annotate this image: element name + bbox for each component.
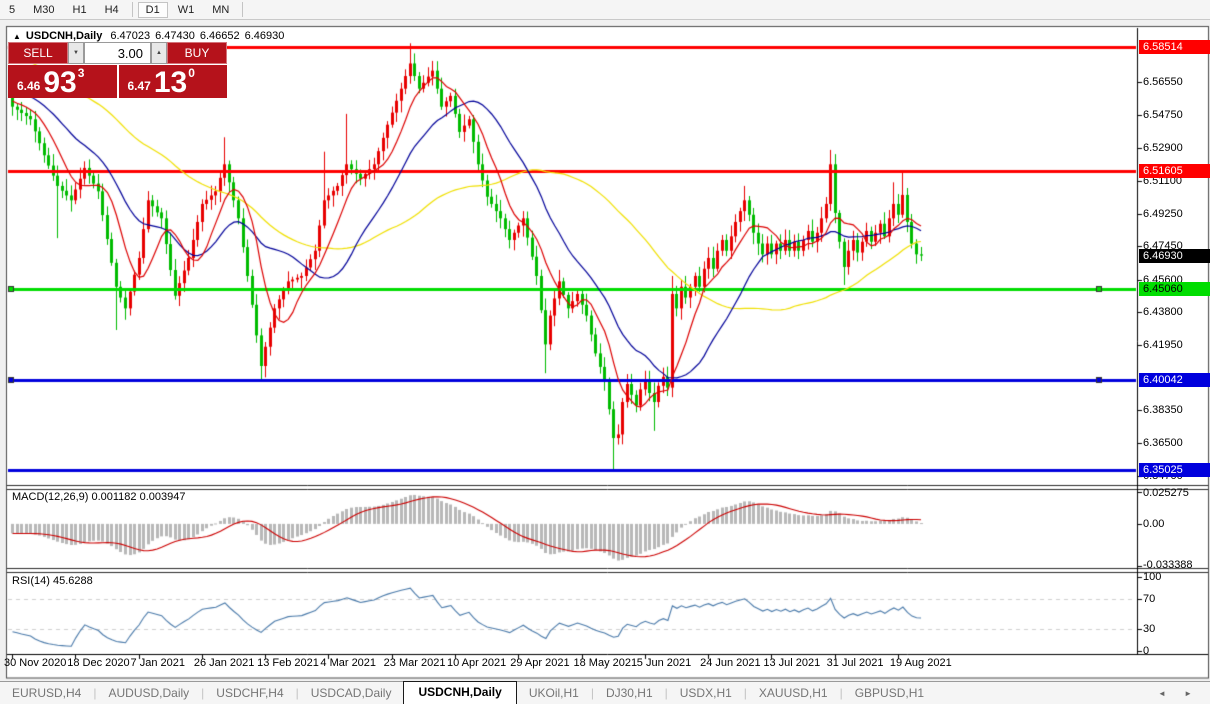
toolbar-separator — [242, 2, 244, 17]
date-axis-label: 19 Aug 2021 — [889, 657, 952, 669]
tab-scroll-arrows[interactable]: ◄ ► — [1157, 689, 1200, 698]
tab-separator: | — [590, 686, 594, 700]
volume-input[interactable]: 3.00 — [84, 42, 151, 64]
rsi-indicator-label: RSI(14) 45.6288 — [12, 575, 93, 587]
symbol-tab-usdcad[interactable]: USDCAD,Daily — [310, 686, 392, 700]
macd-axis-zero-label: 0.00 — [1143, 517, 1165, 530]
date-axis-label: 4 Mar 2021 — [320, 657, 377, 669]
symbol-tab-eurusd[interactable]: EURUSD,H4 — [12, 686, 82, 700]
date-axis-label: 29 Apr 2021 — [510, 657, 570, 669]
sell-button[interactable]: SELL — [8, 42, 68, 64]
date-axis-label: 13 Jul 2021 — [763, 657, 821, 669]
buy-button[interactable]: BUY — [167, 42, 227, 64]
macd-indicator-label: MACD(12,26,9) 0.001182 0.003947 — [12, 491, 186, 503]
price-axis-tick-label: 6.56550 — [1143, 76, 1183, 89]
date-axis-label: 24 Jun 2021 — [700, 657, 761, 669]
macd-axis-max-label: 0.025275 — [1143, 487, 1189, 499]
symbol-tab-dj30[interactable]: DJ30,H1 — [605, 686, 653, 700]
symbol-tab-xauusd[interactable]: XAUUSD,H1 — [758, 686, 828, 700]
toolbar-separator — [131, 2, 133, 17]
price-level-badge: 6.58514 — [1139, 40, 1210, 54]
date-axis-label: 7 Jan 2021 — [130, 657, 185, 669]
sell-price-point: 3 — [77, 66, 85, 80]
date-axis-label: 23 Mar 2021 — [383, 657, 446, 669]
symbol-tab-ukoil[interactable]: UKOil,H1 — [528, 686, 579, 700]
chart-title: ▲ USDCNH,Daily 6.47023 6.47430 6.46652 6.4693… — [13, 30, 289, 42]
sell-price-pips: 93 — [43, 66, 77, 99]
timeframe-button-mn[interactable]: MN — [212, 3, 230, 16]
price-axis-tick-label: 6.41950 — [1143, 339, 1183, 352]
quote-open: 6.47023 — [110, 30, 151, 42]
collapse-triangle-icon[interactable]: ▲ — [13, 32, 21, 41]
date-axis-label: 13 Feb 2021 — [257, 657, 319, 669]
price-axis-tick-label: 6.43800 — [1143, 305, 1183, 318]
tab-separator: | — [295, 686, 299, 700]
quote-high: 6.47430 — [155, 30, 195, 42]
chevron-up-icon: ▲ — [156, 50, 162, 56]
date-axis-label: 18 Dec 2020 — [67, 657, 130, 669]
tab-separator: | — [743, 686, 747, 700]
price-level-badge: 6.35025 — [1139, 463, 1210, 477]
buy-price-base: 6.47 — [127, 79, 151, 93]
date-axis-label: 30 Nov 2020 — [4, 657, 67, 669]
timeframe-button-5[interactable]: 5 — [9, 3, 16, 16]
rsi-axis-tick-label: 100 — [1143, 571, 1162, 583]
timeframe-toolbar: 5 M30 H1 H4 D1 W1 MN — [0, 0, 1210, 20]
price-axis-tick-label: 6.49250 — [1143, 207, 1183, 220]
price-level-badge: 6.51605 — [1139, 164, 1210, 179]
quote-close: 6.46930 — [244, 30, 285, 42]
tab-separator: | — [664, 686, 668, 700]
timeframe-button-h4[interactable]: H4 — [104, 3, 119, 16]
timeframe-button-m30[interactable]: M30 — [33, 3, 55, 16]
date-axis-label: 18 May 2021 — [573, 657, 638, 669]
price-axis-tick-label: 6.36500 — [1143, 437, 1183, 450]
symbol-tab-usdchf[interactable]: USDCHF,H4 — [216, 686, 284, 700]
sell-price-display[interactable]: 6.46 93 3 — [8, 65, 117, 98]
sell-price-base: 6.46 — [17, 79, 41, 93]
volume-increase-button[interactable]: ▲ — [151, 42, 167, 64]
timeframe-button-h1[interactable]: H1 — [72, 3, 87, 16]
date-axis-label: 31 Jul 2021 — [826, 657, 884, 669]
rsi-axis-tick-label: 30 — [1143, 622, 1156, 635]
symbol-tab-audusd[interactable]: AUDUSD,Daily — [108, 686, 190, 700]
buy-price-pips: 13 — [153, 66, 188, 99]
price-axis-tick-label: 6.54750 — [1143, 108, 1183, 121]
price-axis-tick-label: 6.38350 — [1143, 404, 1183, 417]
timeframe-button-w1[interactable]: W1 — [177, 3, 195, 16]
buy-price-point: 0 — [188, 66, 195, 80]
tab-separator: | — [201, 686, 205, 700]
quote-low: 6.46652 — [199, 30, 240, 42]
chevron-down-icon: ▼ — [73, 50, 79, 56]
symbol-tab-gbpusd[interactable]: GBPUSD,H1 — [854, 686, 925, 700]
price-level-badge: 6.45060 — [1139, 282, 1210, 297]
symbol-tab-bar: EURUSD,H4 | AUDUSD,Daily | USDCHF,H4 | USDCAD,… — [0, 681, 1210, 704]
rsi-axis-tick-label: 0 — [1143, 645, 1150, 657]
date-axis-label: 5 Jun 2021 — [636, 657, 692, 669]
symbol-tab-usdcnh[interactable]: USDCNH,Daily — [403, 681, 517, 704]
timeframe-button-d1[interactable]: D1 — [137, 1, 168, 18]
rsi-axis-tick-label: 70 — [1143, 593, 1156, 606]
macd-axis-min-label: -0.033388 — [1143, 559, 1193, 571]
price-level-badge: 6.46930 — [1139, 248, 1210, 263]
tab-separator: | — [839, 686, 843, 700]
date-axis-label: 26 Jan 2021 — [193, 657, 255, 669]
buy-price-display[interactable]: 6.47 13 0 — [118, 65, 227, 99]
symbol-tab-usdx[interactable]: USDX,H1 — [679, 686, 732, 700]
price-level-badge: 6.40042 — [1139, 372, 1210, 387]
volume-decrease-button[interactable]: ▼ — [68, 42, 84, 64]
chart-symbol-label: USDCNH,Daily — [25, 30, 103, 42]
tab-separator: | — [93, 686, 97, 700]
date-axis-label: 10 Apr 2021 — [446, 657, 507, 669]
price-axis-tick-label: 6.52900 — [1143, 142, 1183, 155]
one-click-trade-panel: SELL ▼ 3.00 ▲ BUY 6.46 93 3 6.47 13 0 — [8, 42, 227, 98]
